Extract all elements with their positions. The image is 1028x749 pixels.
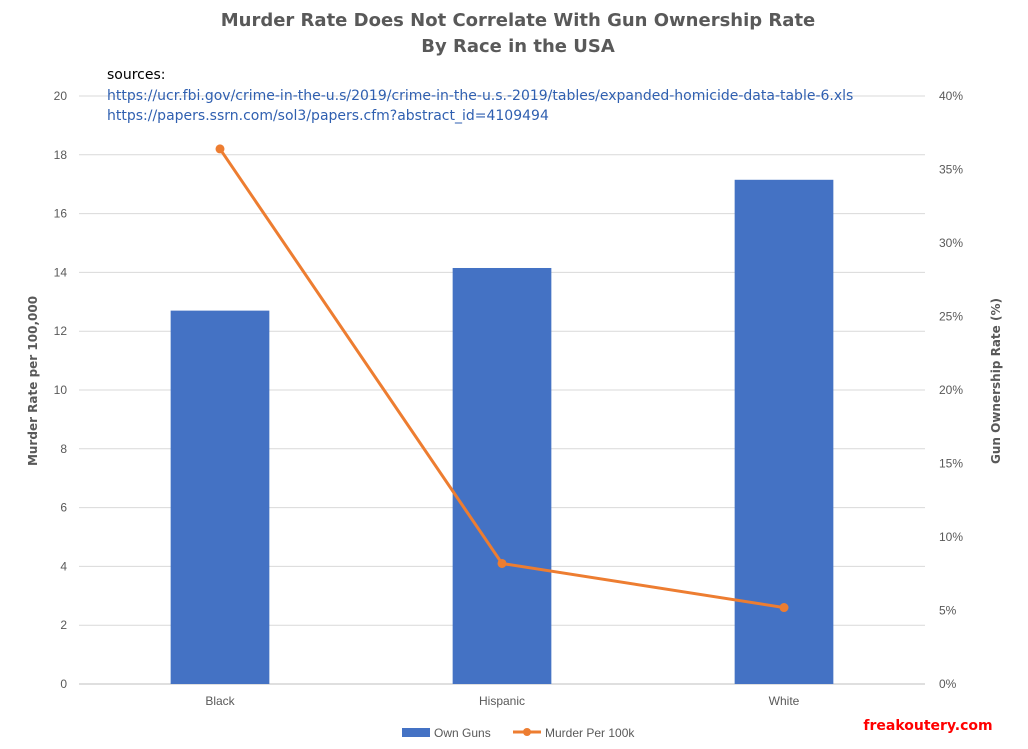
murder-point-hispanic — [497, 558, 507, 568]
y-axis-right-ticks: 0% 5% 10% 15% 20% 25% 30% 35% 40% — [939, 89, 963, 691]
y-tick-left: 16 — [54, 207, 68, 221]
y-axis-right-title: Gun Ownership Rate (%) — [989, 298, 1003, 464]
y-axis-left-title: Murder Rate per 100,000 — [26, 296, 40, 466]
y-tick-right: 15% — [939, 457, 963, 471]
y-axis-left-ticks: 0 2 4 6 8 10 12 14 16 18 20 — [54, 89, 68, 691]
x-tick-black: Black — [205, 694, 235, 708]
y-tick-right: 25% — [939, 310, 963, 324]
y-tick-left: 2 — [60, 618, 67, 632]
y-tick-right: 0% — [939, 677, 957, 691]
y-tick-right: 20% — [939, 383, 963, 397]
y-tick-left: 0 — [60, 677, 67, 691]
x-tick-white: White — [769, 694, 800, 708]
y-tick-left: 6 — [60, 501, 67, 515]
y-tick-left: 4 — [60, 559, 67, 573]
watermark: freakoutery.com — [863, 718, 992, 734]
y-tick-left: 18 — [54, 148, 68, 162]
y-tick-left: 12 — [54, 324, 68, 338]
bar-hispanic — [452, 267, 552, 684]
y-tick-right: 40% — [939, 89, 963, 103]
bar-series-own-guns — [170, 179, 834, 685]
chart-subtitle: By Race in the USA — [421, 36, 615, 57]
line-series-murder-per-100k — [215, 144, 789, 613]
y-tick-right: 5% — [939, 604, 957, 618]
murder-point-black — [215, 144, 225, 154]
legend-marker-murder — [523, 728, 531, 736]
y-tick-right: 30% — [939, 236, 963, 250]
sources-label: sources: — [107, 67, 166, 83]
murder-point-white — [779, 603, 789, 613]
y-tick-left: 14 — [54, 265, 68, 279]
bar-white — [734, 179, 834, 685]
y-tick-left: 20 — [54, 89, 68, 103]
legend-label-own-guns: Own Guns — [434, 726, 491, 740]
x-axis-ticks: Black Hispanic White — [205, 694, 799, 708]
y-tick-left: 10 — [54, 383, 68, 397]
chart-title: Murder Rate Does Not Correlate With Gun … — [221, 10, 816, 31]
y-tick-right: 10% — [939, 530, 963, 544]
source-link-ssrn[interactable]: https://papers.ssrn.com/sol3/papers.cfm?… — [107, 108, 549, 124]
y-tick-right: 35% — [939, 163, 963, 177]
x-tick-hispanic: Hispanic — [479, 694, 525, 708]
bar-black — [170, 310, 270, 684]
source-link-fbi[interactable]: https://ucr.fbi.gov/crime-in-the-u.s/201… — [107, 88, 853, 104]
legend: Own Guns Murder Per 100k — [402, 726, 635, 740]
legend-label-murder: Murder Per 100k — [545, 726, 635, 740]
y-tick-left: 8 — [60, 442, 67, 456]
legend-swatch-own-guns — [402, 728, 430, 737]
